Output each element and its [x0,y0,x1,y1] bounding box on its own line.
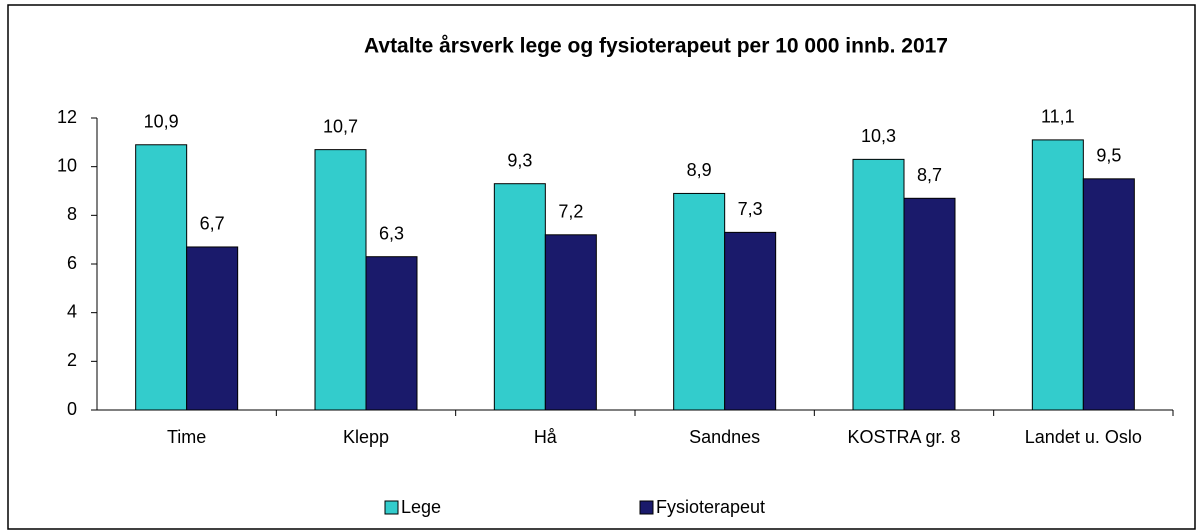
data-label: 10,3 [861,126,896,146]
data-label: 8,9 [687,160,712,180]
data-label: 7,2 [558,202,583,222]
data-label: 6,7 [200,214,225,234]
bar [673,192,726,411]
chart-title: Avtalte årsverk lege og fysioterapeut pe… [364,35,948,58]
bar [314,149,367,411]
data-label: 7,3 [738,199,763,219]
y-tick-label: 6 [67,253,77,273]
data-label: 11,1 [1041,107,1075,127]
y-tick-label: 8 [67,204,77,224]
x-tick-label: Sandnes [689,427,760,447]
data-label: 9,3 [507,150,532,170]
data-label: 10,9 [144,112,179,132]
bar [493,183,546,411]
x-tick-label: KOSTRA gr. 8 [847,427,960,447]
bar [544,234,597,411]
legend-swatch [384,500,399,515]
y-tick-label: 2 [67,350,77,370]
y-tick-label: 12 [57,107,77,127]
bar [1082,178,1135,411]
x-tick-label: Time [167,427,206,447]
bar [365,256,418,411]
bar [852,158,905,411]
bar [1031,139,1084,411]
data-label: 10,7 [323,116,358,136]
bar [903,197,956,411]
legend-swatch [639,500,654,515]
bar [135,144,188,411]
x-tick-label: Klepp [343,427,389,447]
x-tick-label: Hå [534,427,558,447]
y-tick-label: 10 [57,155,77,175]
bar [186,246,239,411]
y-tick-label: 4 [67,301,77,321]
data-label: 8,7 [917,165,942,185]
legend-label: Fysioterapeut [656,497,765,517]
data-label: 6,3 [379,223,404,243]
bar [724,231,777,411]
data-label: 9,5 [1096,146,1121,166]
legend-label: Lege [401,497,441,517]
x-tick-label: Landet u. Oslo [1025,427,1142,447]
y-tick-label: 0 [67,399,77,419]
